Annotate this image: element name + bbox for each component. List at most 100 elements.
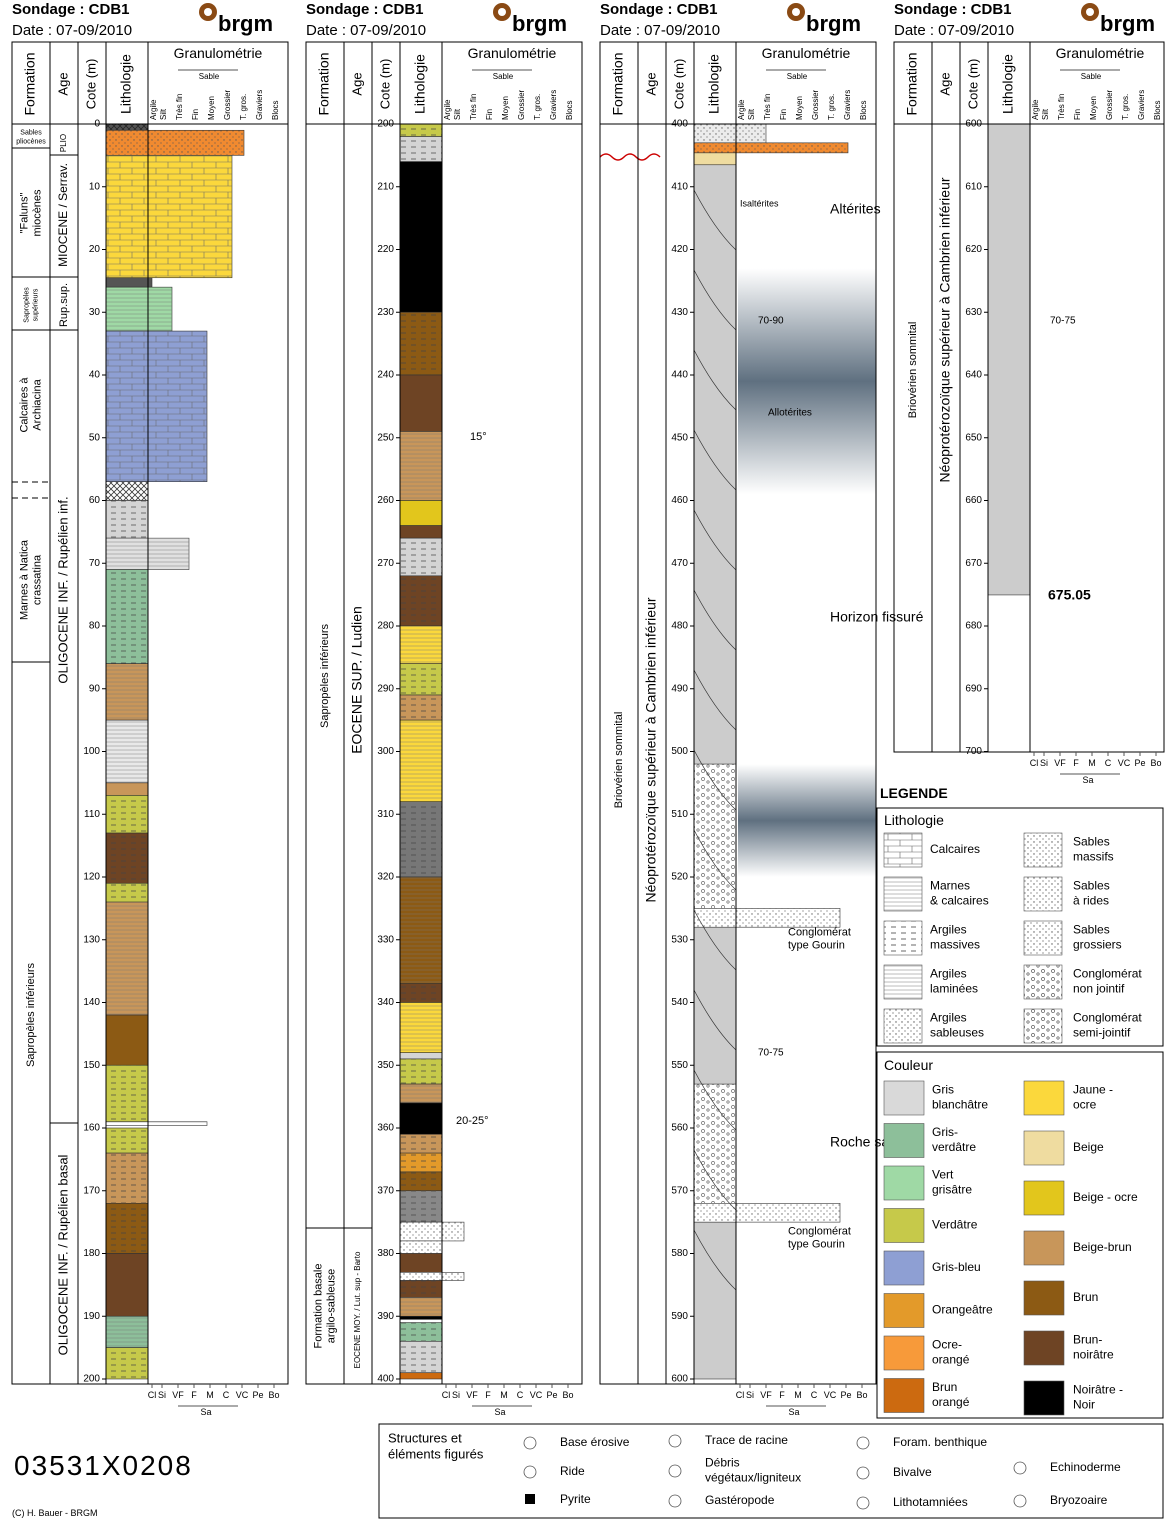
depth-label: 30 [89,307,101,318]
legend-label: Trace de racine [705,1433,788,1447]
legend-label: Jaune - [1073,1083,1113,1097]
lithology-pattern [106,130,244,156]
lithology-pattern [694,124,766,143]
depth-label: 60 [89,495,101,506]
depth-label: 0 [94,119,100,130]
grain-code: Pe [1134,758,1145,768]
depth-label: 450 [671,432,688,443]
lithology-pattern [400,877,442,984]
grain-code: F [779,1390,785,1400]
depth-label: 50 [89,432,101,443]
legend-label: ocre [1073,1098,1097,1112]
logo-mark [1086,8,1094,16]
sheet-date: Date : 07-09/2010 [12,22,132,39]
depth-label: 120 [83,872,100,883]
grain-size: T. gros. [827,94,836,120]
column-header: Formation [904,52,920,115]
lithology-pattern [400,1240,442,1254]
lithology-pattern [400,1084,442,1103]
grain-size: Très fin [175,94,184,120]
depth-label: 660 [965,495,982,506]
legend-label: Ride [560,1464,585,1478]
formation: Sapropèles [23,287,30,323]
lithology-pattern [106,663,148,721]
grain-code: F [485,1390,491,1400]
lithology-layer [399,500,443,526]
depth-label: 140 [83,997,100,1008]
fracture-line [693,749,737,811]
legend-label: Débris [705,1456,740,1470]
legend-icon [523,1436,537,1450]
grain-size: Grossier [811,89,820,120]
column-header: Age [643,72,658,95]
grain-code: Cl [1030,758,1039,768]
legend-label: à rides [1073,894,1109,908]
grain-code: Bo [1150,758,1161,768]
legend-icon [668,1494,682,1508]
depth-label: 400 [671,119,688,130]
column-header: Age [349,72,364,95]
legend-swatch [883,1123,925,1158]
column-header: Cote (m) [965,59,980,110]
formation: argilo-sableuse [325,1269,337,1344]
column-header: Lithologie [706,54,722,114]
column-header: Granulométrie [762,45,851,61]
legend-icon [668,1434,682,1448]
legend-swatch [883,1165,925,1201]
legend-label: Gris-bleu [932,1260,981,1274]
depth-label: 640 [965,370,982,381]
grain-code: VC [824,1390,837,1400]
depth-label: 600 [965,119,982,130]
lithology-pattern [106,1153,148,1204]
depth-label: 540 [671,997,688,1008]
depth-label: 470 [671,558,688,569]
legend-swatch [1023,832,1063,868]
legend-heading: Couleur [884,1057,933,1073]
lithology-layer [399,1372,443,1380]
grain-code: Si [158,1390,166,1400]
depth-label: 630 [965,307,982,318]
legend-label: Sables [1073,923,1110,937]
grain-code: Pe [252,1390,263,1400]
legend-swatch [1023,1180,1065,1216]
lithology-pattern [694,1084,736,1223]
column-header: Lithologie [1000,54,1016,114]
legend-label: Gris [932,1083,954,1097]
legend-label: Base érosive [560,1435,630,1449]
age: Rup.sup. [58,283,70,327]
legend-swatch [883,1008,923,1044]
annotation: 70-75 [1050,316,1076,327]
legend-label: Sables [1073,835,1110,849]
depth-label: 650 [965,432,982,443]
formation: supérieurs [32,288,39,321]
column-header: Age [937,72,952,95]
grain-size: Moyen [795,96,804,120]
legend-label: verdâtre [932,1140,976,1154]
depth-label: 160 [83,1123,100,1134]
lithology-layer [399,374,443,432]
age: MIOCENE / Serrav. [56,163,70,267]
log-frame [11,41,289,1385]
logo: brgm [806,11,861,36]
depth-label: 590 [671,1311,688,1322]
lithology-pattern [106,331,207,482]
lithology-pattern [400,1002,442,1053]
annotation: Altérites [830,201,881,217]
lithology-pattern [400,801,442,877]
lithology-pattern [400,312,442,375]
depth-label: 270 [377,558,394,569]
lithology-pattern [400,1272,464,1281]
lithology-pattern [106,500,148,539]
depth-label: 100 [83,746,100,757]
legend-label: Vert [932,1168,954,1182]
annotation: Allotérites [768,408,812,419]
grain-size: Fin [485,109,494,120]
depth-label: 330 [377,934,394,945]
log-frame [305,41,583,1385]
legend-label: végétaux/ligniteux [705,1471,801,1485]
lithology-pattern [106,569,148,664]
sheet-title: Sondage : CDB1 [894,1,1012,18]
logo: brgm [218,11,273,36]
fracture-line [693,1069,737,1131]
legend-box [876,807,1164,1047]
